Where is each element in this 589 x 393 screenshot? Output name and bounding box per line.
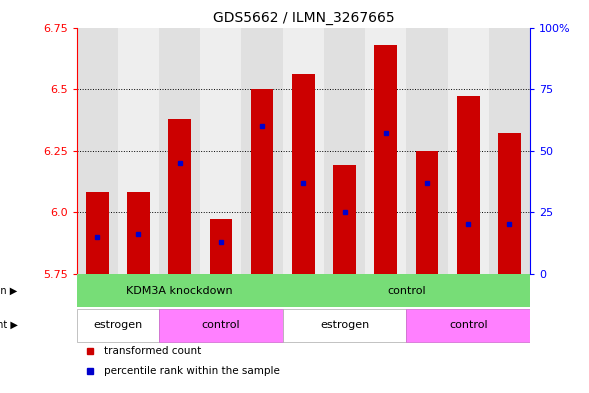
Text: transformed count: transformed count	[104, 346, 201, 356]
Bar	[292, 74, 315, 274]
Text: agent ▶: agent ▶	[0, 320, 18, 331]
Bar	[241, 28, 283, 274]
Bar	[375, 45, 397, 274]
Bar	[498, 133, 521, 274]
Bar	[200, 28, 241, 274]
Bar	[448, 28, 489, 274]
Bar	[406, 309, 530, 342]
Bar	[159, 309, 283, 342]
Title: GDS5662 / ILMN_3267665: GDS5662 / ILMN_3267665	[213, 11, 394, 25]
Bar	[127, 192, 150, 274]
Text: percentile rank within the sample: percentile rank within the sample	[104, 366, 280, 376]
Text: estrogen: estrogen	[320, 320, 369, 331]
Text: control: control	[201, 320, 240, 331]
Bar	[77, 28, 118, 274]
Text: control: control	[449, 320, 488, 331]
Bar	[118, 28, 159, 274]
Text: estrogen: estrogen	[93, 320, 143, 331]
Text: genotype/variation ▶: genotype/variation ▶	[0, 286, 18, 296]
Bar	[489, 28, 530, 274]
Bar	[251, 89, 273, 274]
Text: control: control	[387, 286, 426, 296]
Bar	[324, 28, 365, 274]
Bar	[86, 192, 108, 274]
Bar	[365, 28, 406, 274]
Bar	[283, 309, 406, 342]
Bar	[406, 28, 448, 274]
Bar	[283, 274, 530, 307]
Bar	[168, 119, 191, 274]
Bar	[333, 165, 356, 274]
Bar	[77, 274, 283, 307]
Bar	[210, 219, 232, 274]
Bar	[159, 28, 200, 274]
Bar	[457, 96, 479, 274]
Text: KDM3A knockdown: KDM3A knockdown	[126, 286, 233, 296]
Bar	[283, 28, 324, 274]
Bar	[416, 151, 438, 274]
Bar	[77, 309, 159, 342]
